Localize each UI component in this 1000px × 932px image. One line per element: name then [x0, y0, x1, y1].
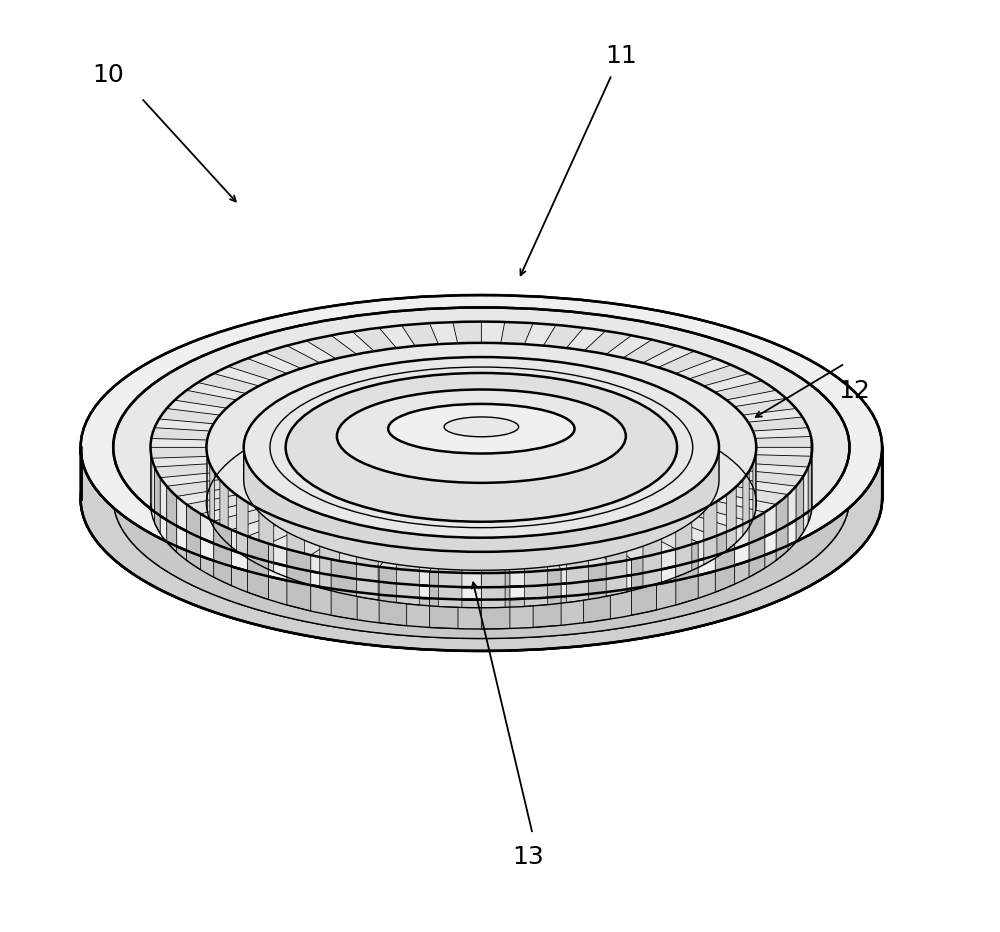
Polygon shape [287, 549, 311, 611]
Polygon shape [632, 554, 656, 615]
Polygon shape [236, 495, 248, 558]
Text: 13: 13 [512, 845, 544, 870]
Ellipse shape [113, 308, 850, 587]
Polygon shape [159, 408, 220, 424]
Polygon shape [776, 495, 788, 560]
Polygon shape [167, 487, 177, 553]
Polygon shape [755, 438, 756, 503]
Polygon shape [210, 464, 215, 528]
Polygon shape [438, 551, 462, 608]
Polygon shape [352, 328, 396, 351]
Polygon shape [247, 521, 304, 543]
Ellipse shape [286, 373, 677, 522]
Polygon shape [320, 532, 340, 593]
Polygon shape [689, 365, 749, 386]
Polygon shape [113, 447, 850, 638]
Polygon shape [658, 351, 715, 374]
Polygon shape [566, 543, 610, 567]
Polygon shape [187, 504, 201, 569]
Polygon shape [543, 325, 584, 348]
Polygon shape [501, 322, 533, 344]
Polygon shape [430, 571, 458, 629]
Polygon shape [676, 514, 692, 577]
Polygon shape [155, 464, 215, 478]
Polygon shape [206, 447, 207, 513]
Polygon shape [481, 572, 510, 629]
Ellipse shape [81, 295, 882, 599]
Polygon shape [753, 455, 756, 520]
Polygon shape [81, 447, 882, 651]
Polygon shape [396, 547, 419, 605]
Ellipse shape [444, 417, 519, 437]
Polygon shape [220, 480, 228, 544]
Polygon shape [150, 447, 152, 514]
Polygon shape [167, 480, 228, 497]
Polygon shape [606, 536, 627, 596]
Polygon shape [481, 552, 505, 608]
Ellipse shape [244, 357, 719, 538]
Polygon shape [214, 509, 274, 529]
Polygon shape [715, 381, 776, 400]
Polygon shape [808, 457, 811, 523]
Ellipse shape [337, 390, 626, 483]
Polygon shape [726, 487, 736, 551]
Polygon shape [402, 323, 438, 346]
Polygon shape [265, 346, 320, 368]
Polygon shape [533, 569, 561, 627]
Polygon shape [287, 521, 304, 583]
Polygon shape [735, 398, 796, 415]
Polygon shape [150, 447, 207, 459]
Polygon shape [623, 339, 676, 363]
Polygon shape [566, 543, 589, 603]
Polygon shape [743, 471, 804, 487]
Polygon shape [357, 541, 378, 600]
Polygon shape [811, 436, 812, 503]
Polygon shape [748, 417, 808, 431]
Polygon shape [796, 475, 804, 542]
Polygon shape [753, 455, 811, 467]
Polygon shape [151, 428, 210, 440]
Polygon shape [643, 527, 698, 549]
Polygon shape [743, 471, 749, 536]
Ellipse shape [81, 347, 882, 651]
Polygon shape [749, 513, 765, 577]
Polygon shape [379, 567, 407, 625]
Polygon shape [453, 322, 481, 343]
Text: 10: 10 [93, 62, 124, 87]
Polygon shape [214, 521, 231, 585]
Polygon shape [715, 528, 735, 592]
Polygon shape [643, 527, 662, 588]
Polygon shape [247, 536, 268, 599]
Polygon shape [755, 436, 812, 447]
Polygon shape [430, 551, 462, 573]
Polygon shape [726, 487, 788, 504]
Polygon shape [704, 501, 765, 521]
Polygon shape [244, 447, 719, 570]
Polygon shape [481, 552, 510, 573]
Polygon shape [704, 501, 717, 565]
Text: 11: 11 [605, 44, 637, 68]
Polygon shape [331, 541, 378, 564]
Polygon shape [676, 542, 698, 605]
Polygon shape [155, 467, 160, 534]
Polygon shape [676, 514, 735, 536]
Polygon shape [228, 359, 287, 380]
Polygon shape [306, 336, 357, 359]
Polygon shape [198, 374, 259, 393]
Polygon shape [187, 495, 248, 514]
Polygon shape [379, 547, 419, 569]
Polygon shape [606, 536, 656, 559]
Polygon shape [175, 391, 236, 408]
Polygon shape [584, 563, 610, 623]
Polygon shape [287, 532, 340, 555]
Polygon shape [331, 559, 357, 620]
Polygon shape [524, 549, 548, 607]
Polygon shape [524, 549, 561, 571]
Polygon shape [585, 331, 632, 354]
Ellipse shape [388, 404, 575, 454]
Polygon shape [259, 509, 274, 571]
Text: 12: 12 [838, 379, 870, 404]
Ellipse shape [113, 359, 850, 638]
